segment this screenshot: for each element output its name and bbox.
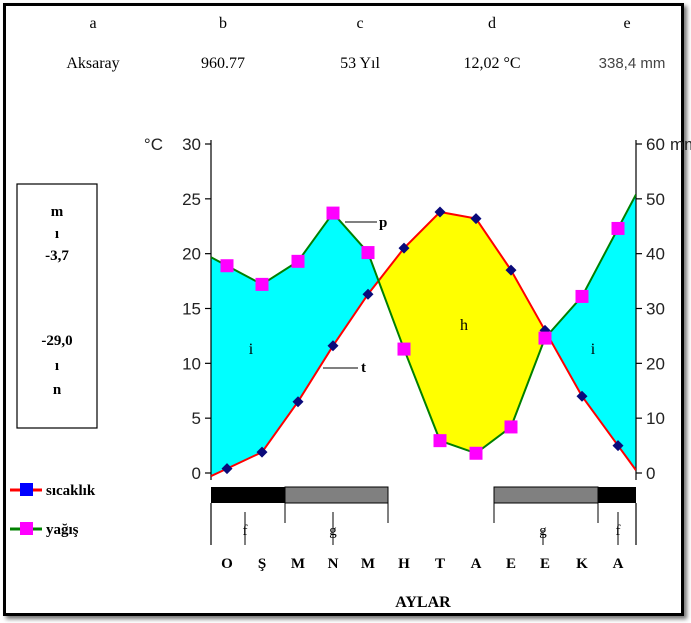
x-axis-title: AYLAR: [395, 594, 451, 611]
temperature-point-M: [362, 288, 374, 300]
legend-precipitation-label: yağış: [46, 522, 79, 538]
header-letter-e: e: [623, 15, 630, 32]
temperature-point-A: [612, 440, 624, 452]
cool-period-bar-right: [493, 486, 599, 504]
cool-period-bar-left: [284, 486, 389, 504]
right-axis-unit: mm: [670, 135, 691, 154]
frost-period-bar-right: [598, 487, 636, 503]
left-tick-label: 15: [182, 300, 201, 319]
humid-area-label-left: i: [249, 341, 254, 358]
right-tick-label: 40: [646, 245, 665, 264]
temperature-point-Ş: [256, 446, 268, 458]
temperature-point-E: [505, 264, 517, 276]
humid-period-area-2: [547, 194, 636, 471]
precipitation-point-M: [361, 246, 375, 260]
legend: sıcaklık yağış: [10, 483, 96, 538]
left-tick-label: 25: [182, 190, 201, 209]
right-tick-label: 0: [646, 464, 655, 483]
legend-temperature-marker: [20, 483, 33, 496]
precip-callout-label: p: [379, 215, 387, 231]
month-label: N: [328, 556, 339, 572]
side-box-line-5: ı: [55, 358, 59, 374]
month-label: H: [398, 556, 410, 572]
month-label: A: [613, 556, 624, 572]
header-letter-b: b: [219, 15, 227, 32]
side-box-line-m: m: [51, 204, 64, 220]
period-label-g-left: g: [329, 523, 337, 539]
station-name: Aksaray: [66, 55, 119, 72]
period-label-f-left: f: [243, 523, 248, 539]
humid-area-label-right: i: [591, 341, 596, 358]
precipitation-point-T: [433, 434, 447, 448]
month-label: M: [291, 556, 305, 572]
observation-period: 53 Yıl: [340, 55, 380, 72]
station-altitude: 960.77: [201, 55, 245, 72]
month-label: E: [540, 556, 550, 572]
annual-precipitation: 338,4 mm: [599, 55, 666, 72]
dry-area-label: h: [460, 317, 468, 334]
right-tick-label: 20: [646, 354, 665, 373]
precipitation-point-A: [611, 221, 625, 235]
precipitation-point-O: [220, 259, 234, 273]
month-label: T: [435, 556, 445, 572]
right-tick-label: 50: [646, 190, 665, 209]
month-label: A: [471, 556, 482, 572]
left-tick-label: 20: [182, 245, 201, 264]
side-box-min-value: -29,0: [41, 333, 72, 349]
temperature-point-K: [576, 390, 588, 402]
header-letter-a: a: [89, 15, 96, 32]
dry-period-area-1: [378, 212, 548, 454]
side-box-line-n: n: [53, 382, 62, 398]
extreme-temperature-box: [16, 183, 98, 429]
temperature-point-N: [327, 340, 339, 352]
left-tick-label: 30: [182, 135, 201, 154]
header-letter-d: d: [488, 15, 496, 32]
period-label-g-right: g: [539, 523, 547, 539]
month-label: Ş: [258, 556, 266, 572]
temperature-point-O: [221, 463, 233, 475]
left-tick-label: 0: [192, 464, 201, 483]
precipitation-point-K: [575, 289, 589, 303]
left-tick-label: 5: [192, 409, 201, 428]
period-label-f-right: f: [616, 523, 621, 539]
precipitation-point-H: [397, 342, 411, 356]
legend-temperature-label: sıcaklık: [46, 483, 96, 499]
temp-callout-label: t: [361, 360, 366, 376]
right-tick-label: 30: [646, 300, 665, 319]
temperature-point-T: [434, 206, 446, 218]
month-label: O: [221, 556, 233, 572]
mean-temperature: 12,02 °C: [463, 55, 520, 72]
temperature-point-M: [292, 396, 304, 408]
temperature-point-A: [470, 213, 482, 225]
precipitation-point-Ş: [255, 277, 269, 291]
precipitation-point-N: [326, 206, 340, 220]
temperature-line: [211, 210, 636, 478]
precipitation-point-E: [504, 420, 518, 434]
temperature-point-H: [398, 242, 410, 254]
month-label: M: [361, 556, 375, 572]
frost-period-bar-left: [211, 487, 285, 503]
precipitation-point-A: [469, 446, 483, 460]
left-tick-label: 10: [182, 354, 201, 373]
left-axis-unit: °C: [144, 135, 163, 154]
side-box-max-value: -3,7: [45, 248, 69, 264]
month-label: K: [576, 556, 588, 572]
right-tick-label: 10: [646, 409, 665, 428]
precipitation-point-E: [538, 331, 552, 345]
right-tick-label: 60: [646, 135, 665, 154]
humid-period-area-0: [211, 213, 379, 477]
header-letter-c: c: [356, 15, 363, 32]
month-label: E: [506, 556, 516, 572]
legend-precipitation-marker: [20, 522, 33, 535]
precipitation-point-M: [291, 254, 305, 268]
side-box-line-1: ı: [55, 226, 59, 242]
